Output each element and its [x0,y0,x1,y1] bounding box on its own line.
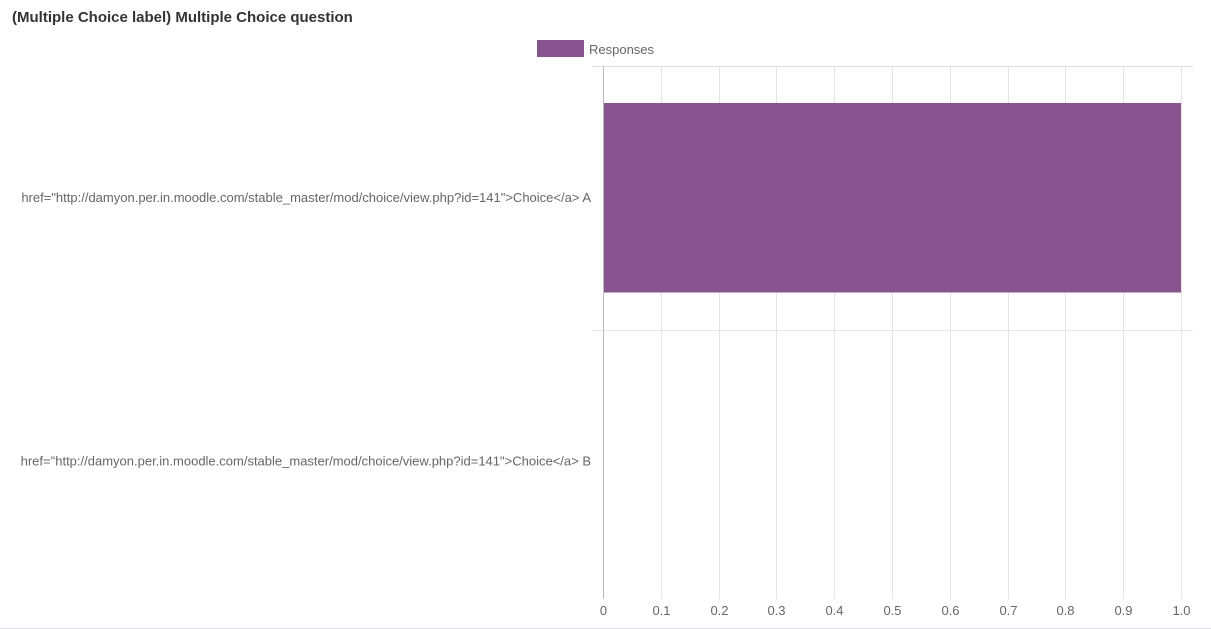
x-tick-label: 0.7 [999,603,1017,618]
x-tick-label: 0.4 [825,603,843,618]
y-category-label: href="http://damyon.per.in.moodle.com/st… [21,190,591,205]
x-tick-label: 0.1 [652,603,670,618]
x-tick-label: 0.8 [1056,603,1074,618]
x-tick-label: 0.2 [710,603,728,618]
x-tick-label: 1.0 [1172,603,1190,618]
x-tick-label: 0.6 [941,603,959,618]
x-tick-label: 0.3 [767,603,785,618]
x-tick-label: 0.5 [883,603,901,618]
legend-swatch [537,40,584,57]
y-category-label: href="http://damyon.per.in.moodle.com/st… [21,453,591,468]
x-tick-label: 0 [600,603,607,618]
chart-title: (Multiple Choice label) Multiple Choice … [12,9,353,26]
legend-label: Responses [589,42,655,57]
bar [603,103,1181,293]
x-tick-label: 0.9 [1114,603,1132,618]
